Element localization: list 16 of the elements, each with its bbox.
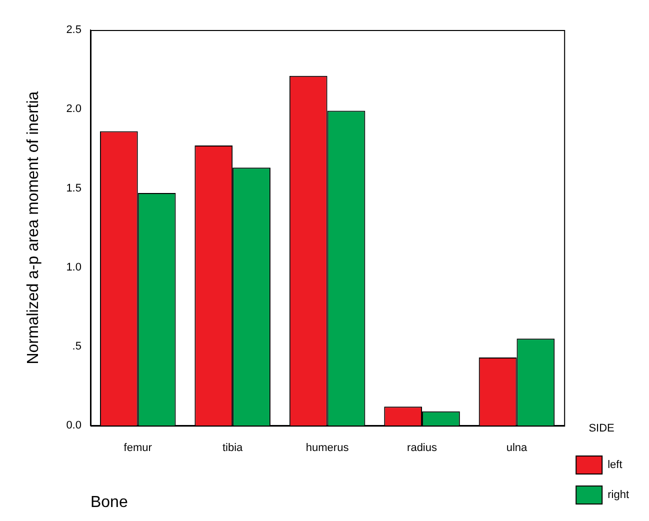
x-axis-title: Bone [90,494,128,511]
x-tick-label: tibia [222,442,244,454]
x-tick-label: femur [124,442,152,454]
y-tick-label: 0.0 [66,420,82,432]
y-axis-title: Normalized a-p area moment of inertia [25,91,42,364]
legend-label: left [608,459,622,472]
y-tick-label: .5 [72,340,82,353]
x-tick-label: radius [407,442,438,454]
x-tick-label: ulna [506,442,528,454]
y-tick-label: 1.0 [66,261,82,274]
y-tick-label: 2.0 [66,103,82,116]
x-tick-label: humerus [306,442,350,454]
y-tick-label: 1.5 [66,182,82,194]
y-tick-label: 2.5 [66,24,82,36]
legend-title: SIDE [588,422,614,434]
legend-label: right [608,489,630,502]
